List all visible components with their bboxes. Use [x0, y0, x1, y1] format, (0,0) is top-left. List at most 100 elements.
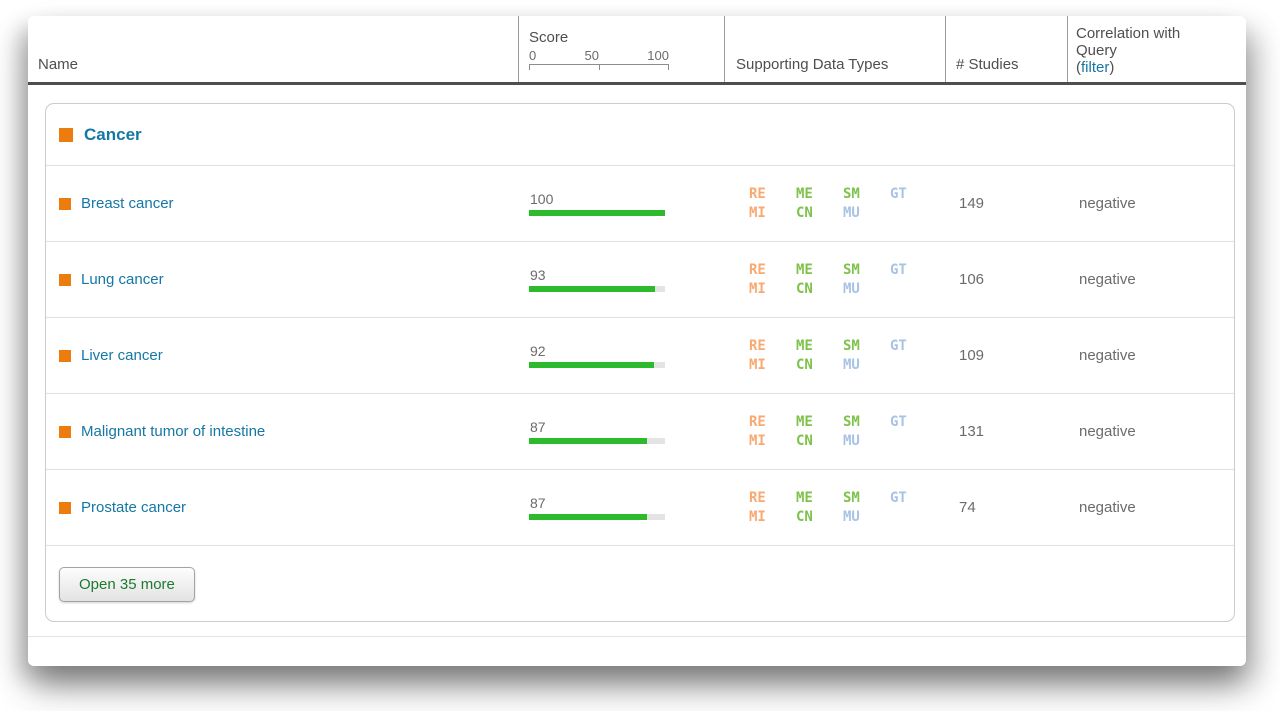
- correlation-value: negative: [1079, 423, 1136, 440]
- correlation-value: negative: [1079, 347, 1136, 364]
- score-bar-fill: [529, 514, 648, 520]
- correlation-header-line2: Query: [1076, 42, 1117, 59]
- disease-name-link[interactable]: Lung cancer: [81, 271, 164, 288]
- data-type-badge: RE: [749, 337, 766, 354]
- table-header: Name Score 0 50 100 Supporting Data Type…: [28, 16, 1246, 85]
- data-type-badge: ME: [796, 337, 813, 354]
- data-type-badge: GT: [890, 337, 907, 354]
- correlation-column-header: Correlation with Query (filter): [1067, 16, 1246, 82]
- paren-open: (: [1076, 59, 1081, 76]
- studies-count: 131: [959, 423, 985, 440]
- correlation-header-line1: Correlation with: [1076, 25, 1181, 42]
- studies-column-header: # Studies: [945, 16, 1067, 82]
- data-type-badge: CN: [796, 432, 813, 449]
- correlation-value: negative: [1079, 271, 1136, 288]
- data-type-badge: MI: [749, 356, 766, 373]
- paren-close: ): [1109, 59, 1115, 76]
- data-type-badge: RE: [749, 413, 766, 430]
- studies-count: 74: [959, 499, 976, 516]
- data-type-badge: MU: [843, 204, 860, 221]
- data-type-badge: SM: [843, 185, 860, 202]
- disease-row: Liver cancer 92 RE ME SM GT MI CN MU 109…: [46, 318, 1234, 394]
- data-type-badge: MU: [843, 356, 860, 373]
- data-type-badges: RE ME SM GT MI CN MU: [749, 337, 946, 375]
- studies-count: 106: [959, 271, 985, 288]
- score-tick-50: 50: [584, 48, 599, 63]
- score-bar-fill: [529, 362, 655, 368]
- correlation-value: negative: [1079, 499, 1136, 516]
- disease-row: Breast cancer 100 RE ME SM GT MI CN MU 1…: [46, 166, 1234, 242]
- data-type-badge: SM: [843, 413, 860, 430]
- score-bar-track: [529, 514, 665, 520]
- data-type-badge: CN: [796, 280, 813, 297]
- disease-name-link[interactable]: Breast cancer: [81, 195, 174, 212]
- score-bar-fill: [529, 210, 665, 216]
- data-type-badge: MU: [843, 508, 860, 525]
- name-column-header: Name: [38, 56, 79, 73]
- data-type-badge: SM: [843, 489, 860, 506]
- data-type-badge: CN: [796, 356, 813, 373]
- disease-name-link[interactable]: Prostate cancer: [81, 499, 187, 516]
- data-type-badge: MI: [749, 204, 766, 221]
- data-type-badges: RE ME SM GT MI CN MU: [749, 413, 946, 451]
- score-value: 92: [530, 343, 546, 359]
- data-type-badge: ME: [796, 413, 813, 430]
- score-value: 93: [530, 267, 546, 283]
- orange-square-icon: [59, 127, 73, 142]
- bottom-divider: [28, 636, 1246, 637]
- open-more-row: Open 35 more: [46, 546, 1234, 621]
- data-types-column-header: Supporting Data Types: [724, 16, 945, 82]
- score-bar-track: [529, 362, 665, 368]
- score-bar-track: [529, 210, 665, 216]
- disease-row: Lung cancer 93 RE ME SM GT MI CN MU 106 …: [46, 242, 1234, 318]
- score-value: 100: [530, 191, 554, 207]
- score-value: 87: [530, 419, 546, 435]
- data-type-badge: SM: [843, 261, 860, 278]
- data-type-badge: MI: [749, 432, 766, 449]
- disease-name-link[interactable]: Malignant tumor of intestine: [81, 423, 266, 440]
- data-type-badge: GT: [890, 185, 907, 202]
- data-type-badge: GT: [890, 489, 907, 506]
- group-header-row: Cancer: [46, 104, 1234, 166]
- disease-row: Malignant tumor of intestine 87 RE ME SM…: [46, 394, 1234, 470]
- score-tick-100: 100: [647, 48, 669, 63]
- orange-square-icon: [59, 425, 71, 438]
- data-type-badge: MU: [843, 280, 860, 297]
- disease-name-link[interactable]: Liver cancer: [81, 347, 163, 364]
- group-label[interactable]: Cancer: [84, 124, 142, 144]
- data-type-badge: GT: [890, 413, 907, 430]
- data-type-badge: MU: [843, 432, 860, 449]
- results-card: Name Score 0 50 100 Supporting Data Type…: [28, 16, 1246, 666]
- score-bar-track: [529, 286, 665, 292]
- orange-square-icon: [59, 349, 71, 362]
- data-type-badge: GT: [890, 261, 907, 278]
- score-header-label: Score: [529, 29, 569, 46]
- data-type-badge: MI: [749, 508, 766, 525]
- data-type-badge: CN: [796, 508, 813, 525]
- data-type-badge: ME: [796, 489, 813, 506]
- correlation-filter-line: (filter): [1076, 59, 1246, 76]
- data-type-badge: MI: [749, 280, 766, 297]
- orange-square-icon: [59, 501, 71, 514]
- score-bar-track: [529, 438, 665, 444]
- data-type-badges: RE ME SM GT MI CN MU: [749, 185, 946, 223]
- data-type-badge: SM: [843, 337, 860, 354]
- correlation-value: negative: [1079, 195, 1136, 212]
- data-type-badge: RE: [749, 185, 766, 202]
- data-type-badges: RE ME SM GT MI CN MU: [749, 489, 946, 527]
- score-bar-fill: [529, 286, 656, 292]
- disease-row: Prostate cancer 87 RE ME SM GT MI CN MU …: [46, 470, 1234, 546]
- studies-count: 149: [959, 195, 985, 212]
- orange-square-icon: [59, 273, 71, 286]
- open-more-button[interactable]: Open 35 more: [59, 566, 195, 602]
- score-scale-labels: 0 50 100: [529, 48, 669, 63]
- filter-link[interactable]: filter: [1081, 59, 1110, 76]
- data-type-badge: ME: [796, 261, 813, 278]
- data-type-badge: ME: [796, 185, 813, 202]
- score-value: 87: [530, 495, 546, 511]
- orange-square-icon: [59, 197, 71, 210]
- results-panel: Cancer Breast cancer 100 RE ME SM GT MI: [45, 103, 1235, 622]
- score-tick-0: 0: [529, 48, 537, 63]
- score-scale-ruler: [529, 64, 669, 70]
- data-type-badge: RE: [749, 489, 766, 506]
